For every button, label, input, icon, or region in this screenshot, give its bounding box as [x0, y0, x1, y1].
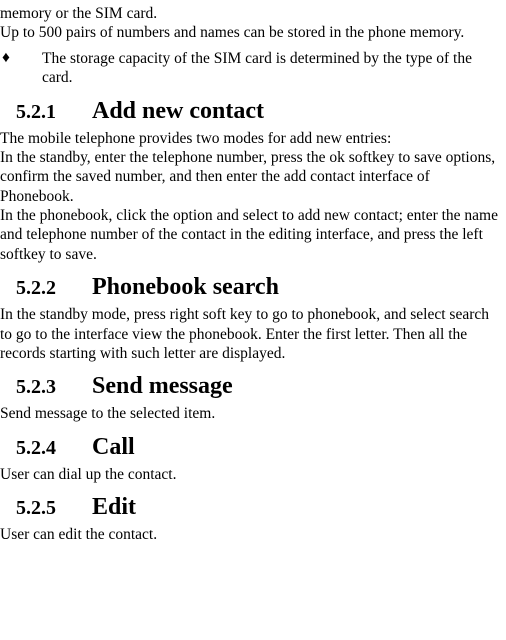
- section-number: 5.2.1: [0, 101, 92, 124]
- section-title: Send message: [92, 373, 233, 400]
- body-text: In the standby, enter the telephone numb…: [0, 148, 502, 206]
- section-number: 5.2.4: [0, 437, 92, 460]
- bullet-item: ♦ The storage capacity of the SIM card i…: [0, 49, 502, 88]
- section-number: 5.2.3: [0, 376, 92, 399]
- diamond-bullet-icon: ♦: [0, 49, 42, 88]
- section-heading: 5.2.1 Add new contact: [0, 98, 502, 125]
- body-text: Up to 500 pairs of numbers and names can…: [0, 23, 502, 42]
- body-text: User can edit the contact.: [0, 525, 502, 544]
- section-heading: 5.2.4 Call: [0, 434, 502, 461]
- section-title: Edit: [92, 494, 136, 521]
- body-text: User can dial up the contact.: [0, 465, 502, 484]
- section-heading: 5.2.2 Phonebook search: [0, 274, 502, 301]
- body-text: In the standby mode, press right soft ke…: [0, 305, 502, 363]
- section-heading: 5.2.5 Edit: [0, 494, 502, 521]
- body-text: memory or the SIM card.: [0, 4, 502, 23]
- body-text: In the phonebook, click the option and s…: [0, 206, 502, 264]
- section-heading: 5.2.3 Send message: [0, 373, 502, 400]
- document-page: memory or the SIM card. Up to 500 pairs …: [0, 0, 506, 544]
- bullet-text: The storage capacity of the SIM card is …: [42, 49, 502, 88]
- section-title: Phonebook search: [92, 274, 279, 301]
- section-title: Add new contact: [92, 98, 264, 125]
- body-text: The mobile telephone provides two modes …: [0, 129, 502, 148]
- body-text: Send message to the selected item.: [0, 404, 502, 423]
- section-number: 5.2.2: [0, 277, 92, 300]
- section-title: Call: [92, 434, 135, 461]
- section-number: 5.2.5: [0, 497, 92, 520]
